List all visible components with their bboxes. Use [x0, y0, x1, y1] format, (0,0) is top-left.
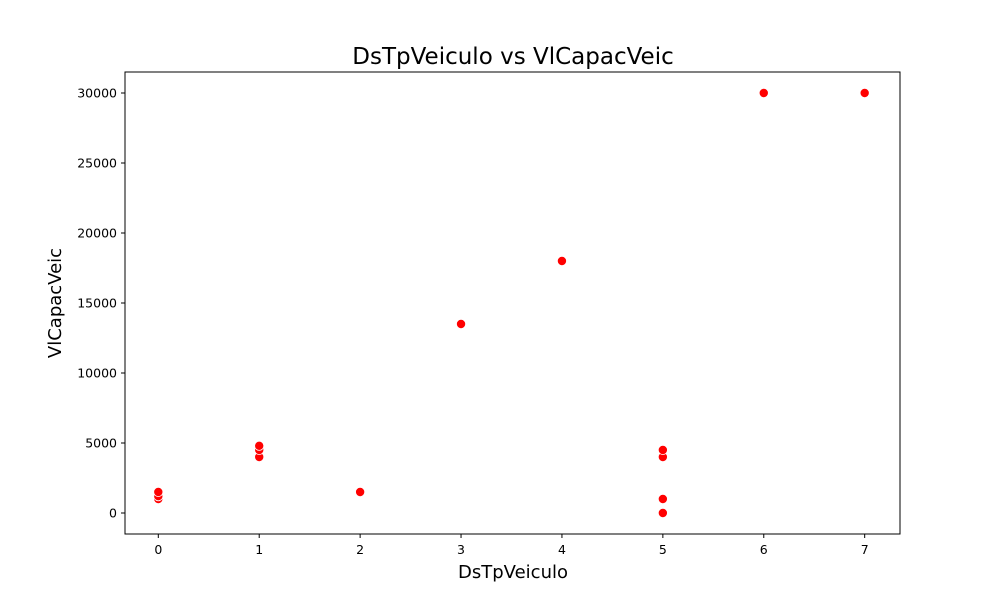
- x-tick-label: 1: [255, 542, 263, 557]
- x-tick-label: 2: [356, 542, 364, 557]
- data-point: [758, 88, 769, 99]
- data-point: [657, 493, 668, 504]
- x-tick-label: 5: [659, 542, 667, 557]
- x-tick-label: 7: [861, 542, 869, 557]
- data-point: [657, 507, 668, 518]
- data-point: [153, 486, 164, 497]
- data-point: [254, 440, 265, 451]
- x-tick-label: 6: [760, 542, 768, 557]
- y-tick-label: 0: [109, 506, 117, 521]
- y-tick-label: 30000: [77, 86, 117, 101]
- data-point: [456, 318, 467, 329]
- x-tick-label: 3: [457, 542, 465, 557]
- x-tick-label: 0: [154, 542, 162, 557]
- x-axis-title: DsTpVeiculo: [458, 562, 568, 583]
- plot-frame: [124, 71, 901, 535]
- y-tick-label: 25000: [77, 156, 117, 171]
- y-tick-label: 5000: [85, 436, 117, 451]
- x-tick-label: 4: [558, 542, 566, 557]
- chart-title: DsTpVeiculo vs VlCapacVeic: [352, 44, 673, 70]
- data-point: [556, 255, 567, 266]
- plot-area: 0 1 2 3 4 5 6 7 0 5000 10000 15000 20000 25000 30000: [77, 71, 901, 557]
- data-point: [657, 444, 668, 455]
- y-axis-title: VlCapacVeic: [45, 248, 66, 358]
- data-point: [859, 88, 870, 99]
- y-tick-label: 10000: [77, 366, 117, 381]
- y-tick-label: 20000: [77, 226, 117, 241]
- data-point: [355, 486, 366, 497]
- y-tick-label: 15000: [77, 296, 117, 311]
